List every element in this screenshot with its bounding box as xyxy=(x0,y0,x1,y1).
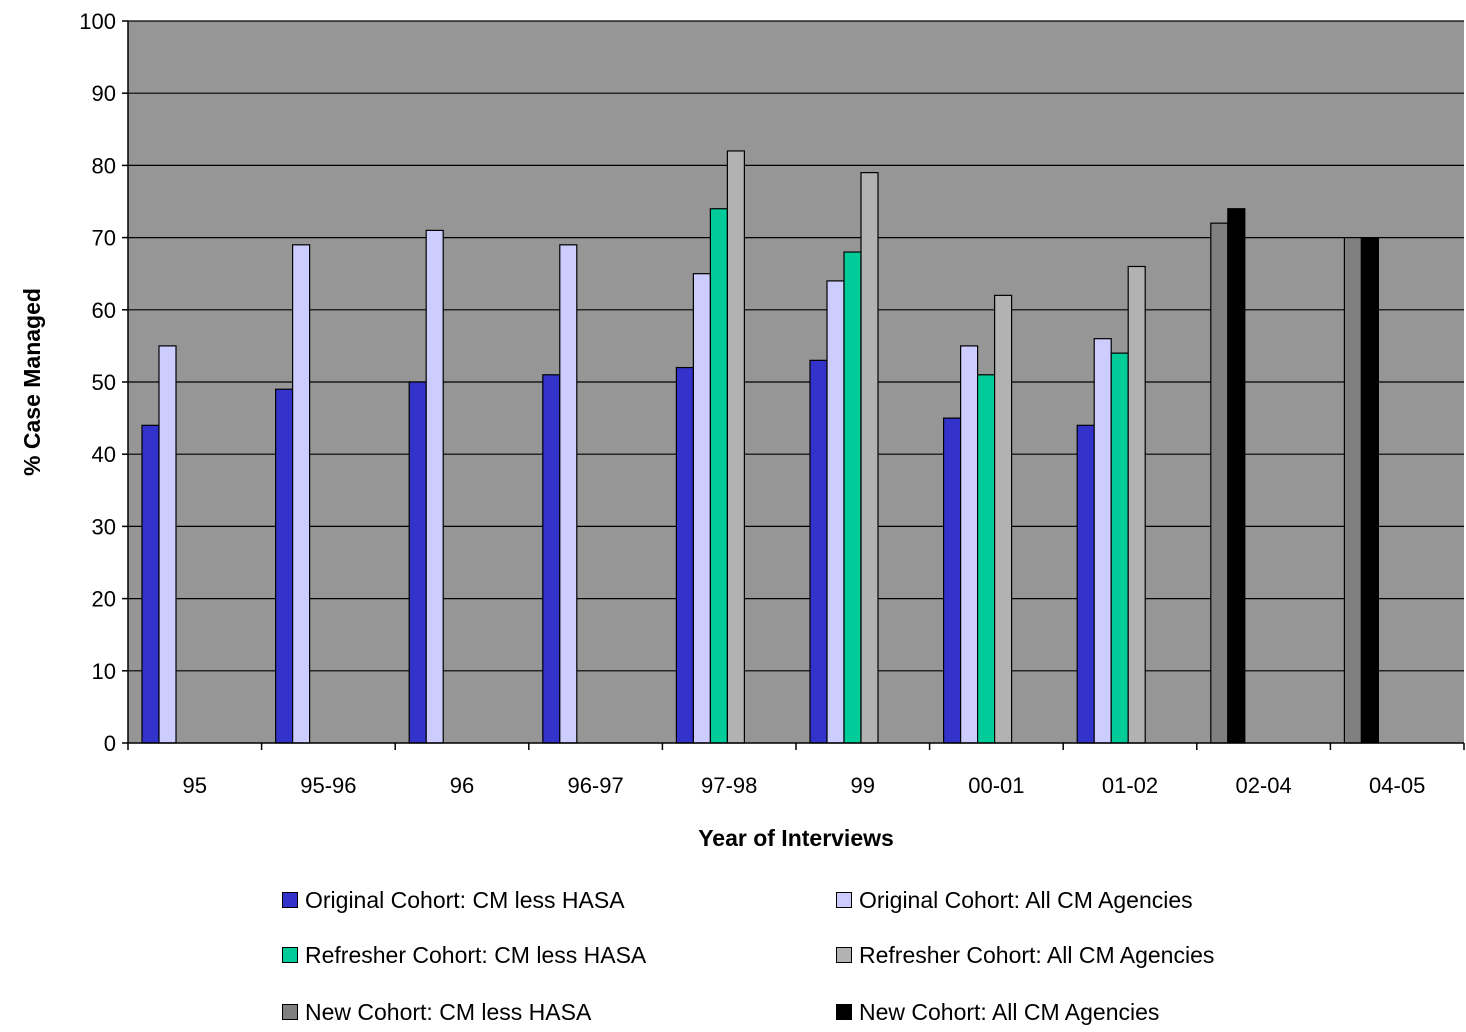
bar xyxy=(408,381,427,744)
y-tick-label: 90 xyxy=(92,81,116,106)
bar xyxy=(425,229,444,744)
x-tick-label: 95 xyxy=(183,773,207,798)
y-tick-label: 100 xyxy=(79,9,116,34)
legend-swatch xyxy=(282,1004,298,1020)
y-axis-title: % Case Managed xyxy=(19,288,45,476)
legend-swatch xyxy=(282,892,298,908)
x-tick-label: 04-05 xyxy=(1369,773,1425,798)
x-tick-label: 02-04 xyxy=(1235,773,1291,798)
legend-label: Refresher Cohort: All CM Agencies xyxy=(859,941,1215,968)
x-axis-title: Year of Interviews xyxy=(698,825,894,851)
bar xyxy=(158,345,177,744)
x-tick-label: 96 xyxy=(450,773,474,798)
bar xyxy=(1343,237,1363,744)
bar xyxy=(141,424,160,744)
y-tick-label: 50 xyxy=(92,370,116,395)
bar xyxy=(1227,208,1246,744)
legend-swatch xyxy=(282,947,298,963)
bar xyxy=(809,359,828,744)
legend-item: Refresher Cohort: All CM Agencies xyxy=(836,935,1214,975)
bar xyxy=(860,172,879,744)
legend-label: New Cohort: CM less HASA xyxy=(305,998,592,1025)
y-tick-label: 10 xyxy=(92,659,116,684)
y-tick-label: 20 xyxy=(92,587,116,612)
legend-item: Original Cohort: CM less HASA xyxy=(282,880,625,920)
bar xyxy=(942,417,962,744)
legend-item: Refresher Cohort: CM less HASA xyxy=(282,935,646,975)
bar xyxy=(993,294,1013,744)
x-tick-labels: 95 95-96 96 96-97 97-98 99 00-01 01-02 02-04 04-0… xyxy=(183,773,1426,798)
bar xyxy=(692,273,712,744)
bar xyxy=(1210,222,1229,744)
bar-chart: 0 10 20 30 40 50 60 70 80 90 100 95 95-96 96 96-97 97-… xyxy=(19,9,1465,851)
legend-item: New Cohort: All CM Agencies xyxy=(836,992,1159,1032)
bar xyxy=(542,374,561,744)
bar xyxy=(826,280,845,744)
y-tick-label: 70 xyxy=(92,226,116,251)
y-tick-label: 0 xyxy=(104,731,116,756)
bar xyxy=(1127,265,1146,744)
x-tick-label: 01-02 xyxy=(1102,773,1158,798)
legend-swatch xyxy=(836,947,852,963)
legend-item: Original Cohort: All CM Agencies xyxy=(836,880,1193,920)
bar xyxy=(1110,352,1129,744)
x-tick-label: 97-98 xyxy=(701,773,757,798)
bar xyxy=(275,388,294,744)
y-tick-label: 80 xyxy=(92,153,116,178)
y-tick-labels: 0 10 20 30 40 50 60 70 80 90 100 xyxy=(79,9,116,756)
bar xyxy=(1076,424,1095,744)
bars xyxy=(141,150,1380,744)
bar xyxy=(1360,237,1380,744)
y-tick-label: 60 xyxy=(92,298,116,323)
legend-swatch xyxy=(836,892,852,908)
x-tick-label: 95-96 xyxy=(300,773,356,798)
legend-label: New Cohort: All CM Agencies xyxy=(859,998,1160,1025)
bar xyxy=(1093,338,1112,744)
bar xyxy=(292,244,311,744)
x-tick-label: 96-97 xyxy=(567,773,623,798)
bar xyxy=(559,244,578,744)
bar xyxy=(709,208,729,744)
bar xyxy=(726,150,746,744)
axes xyxy=(122,20,1465,750)
x-tick-label: 99 xyxy=(851,773,875,798)
legend-label: Refresher Cohort: CM less HASA xyxy=(305,941,647,968)
bar xyxy=(959,345,979,744)
x-tick-label: 00-01 xyxy=(968,773,1024,798)
bar xyxy=(843,251,862,744)
legend-item: New Cohort: CM less HASA xyxy=(282,992,591,1032)
legend-swatch xyxy=(836,1004,852,1020)
bar xyxy=(976,374,996,744)
y-tick-label: 30 xyxy=(92,514,116,539)
bar xyxy=(675,366,695,744)
legend: Original Cohort: CM less HASA Original Co… xyxy=(282,880,1382,1025)
legend-label: Original Cohort: All CM Agencies xyxy=(859,886,1193,913)
y-tick-label: 40 xyxy=(92,442,116,467)
legend-label: Original Cohort: CM less HASA xyxy=(305,886,625,913)
